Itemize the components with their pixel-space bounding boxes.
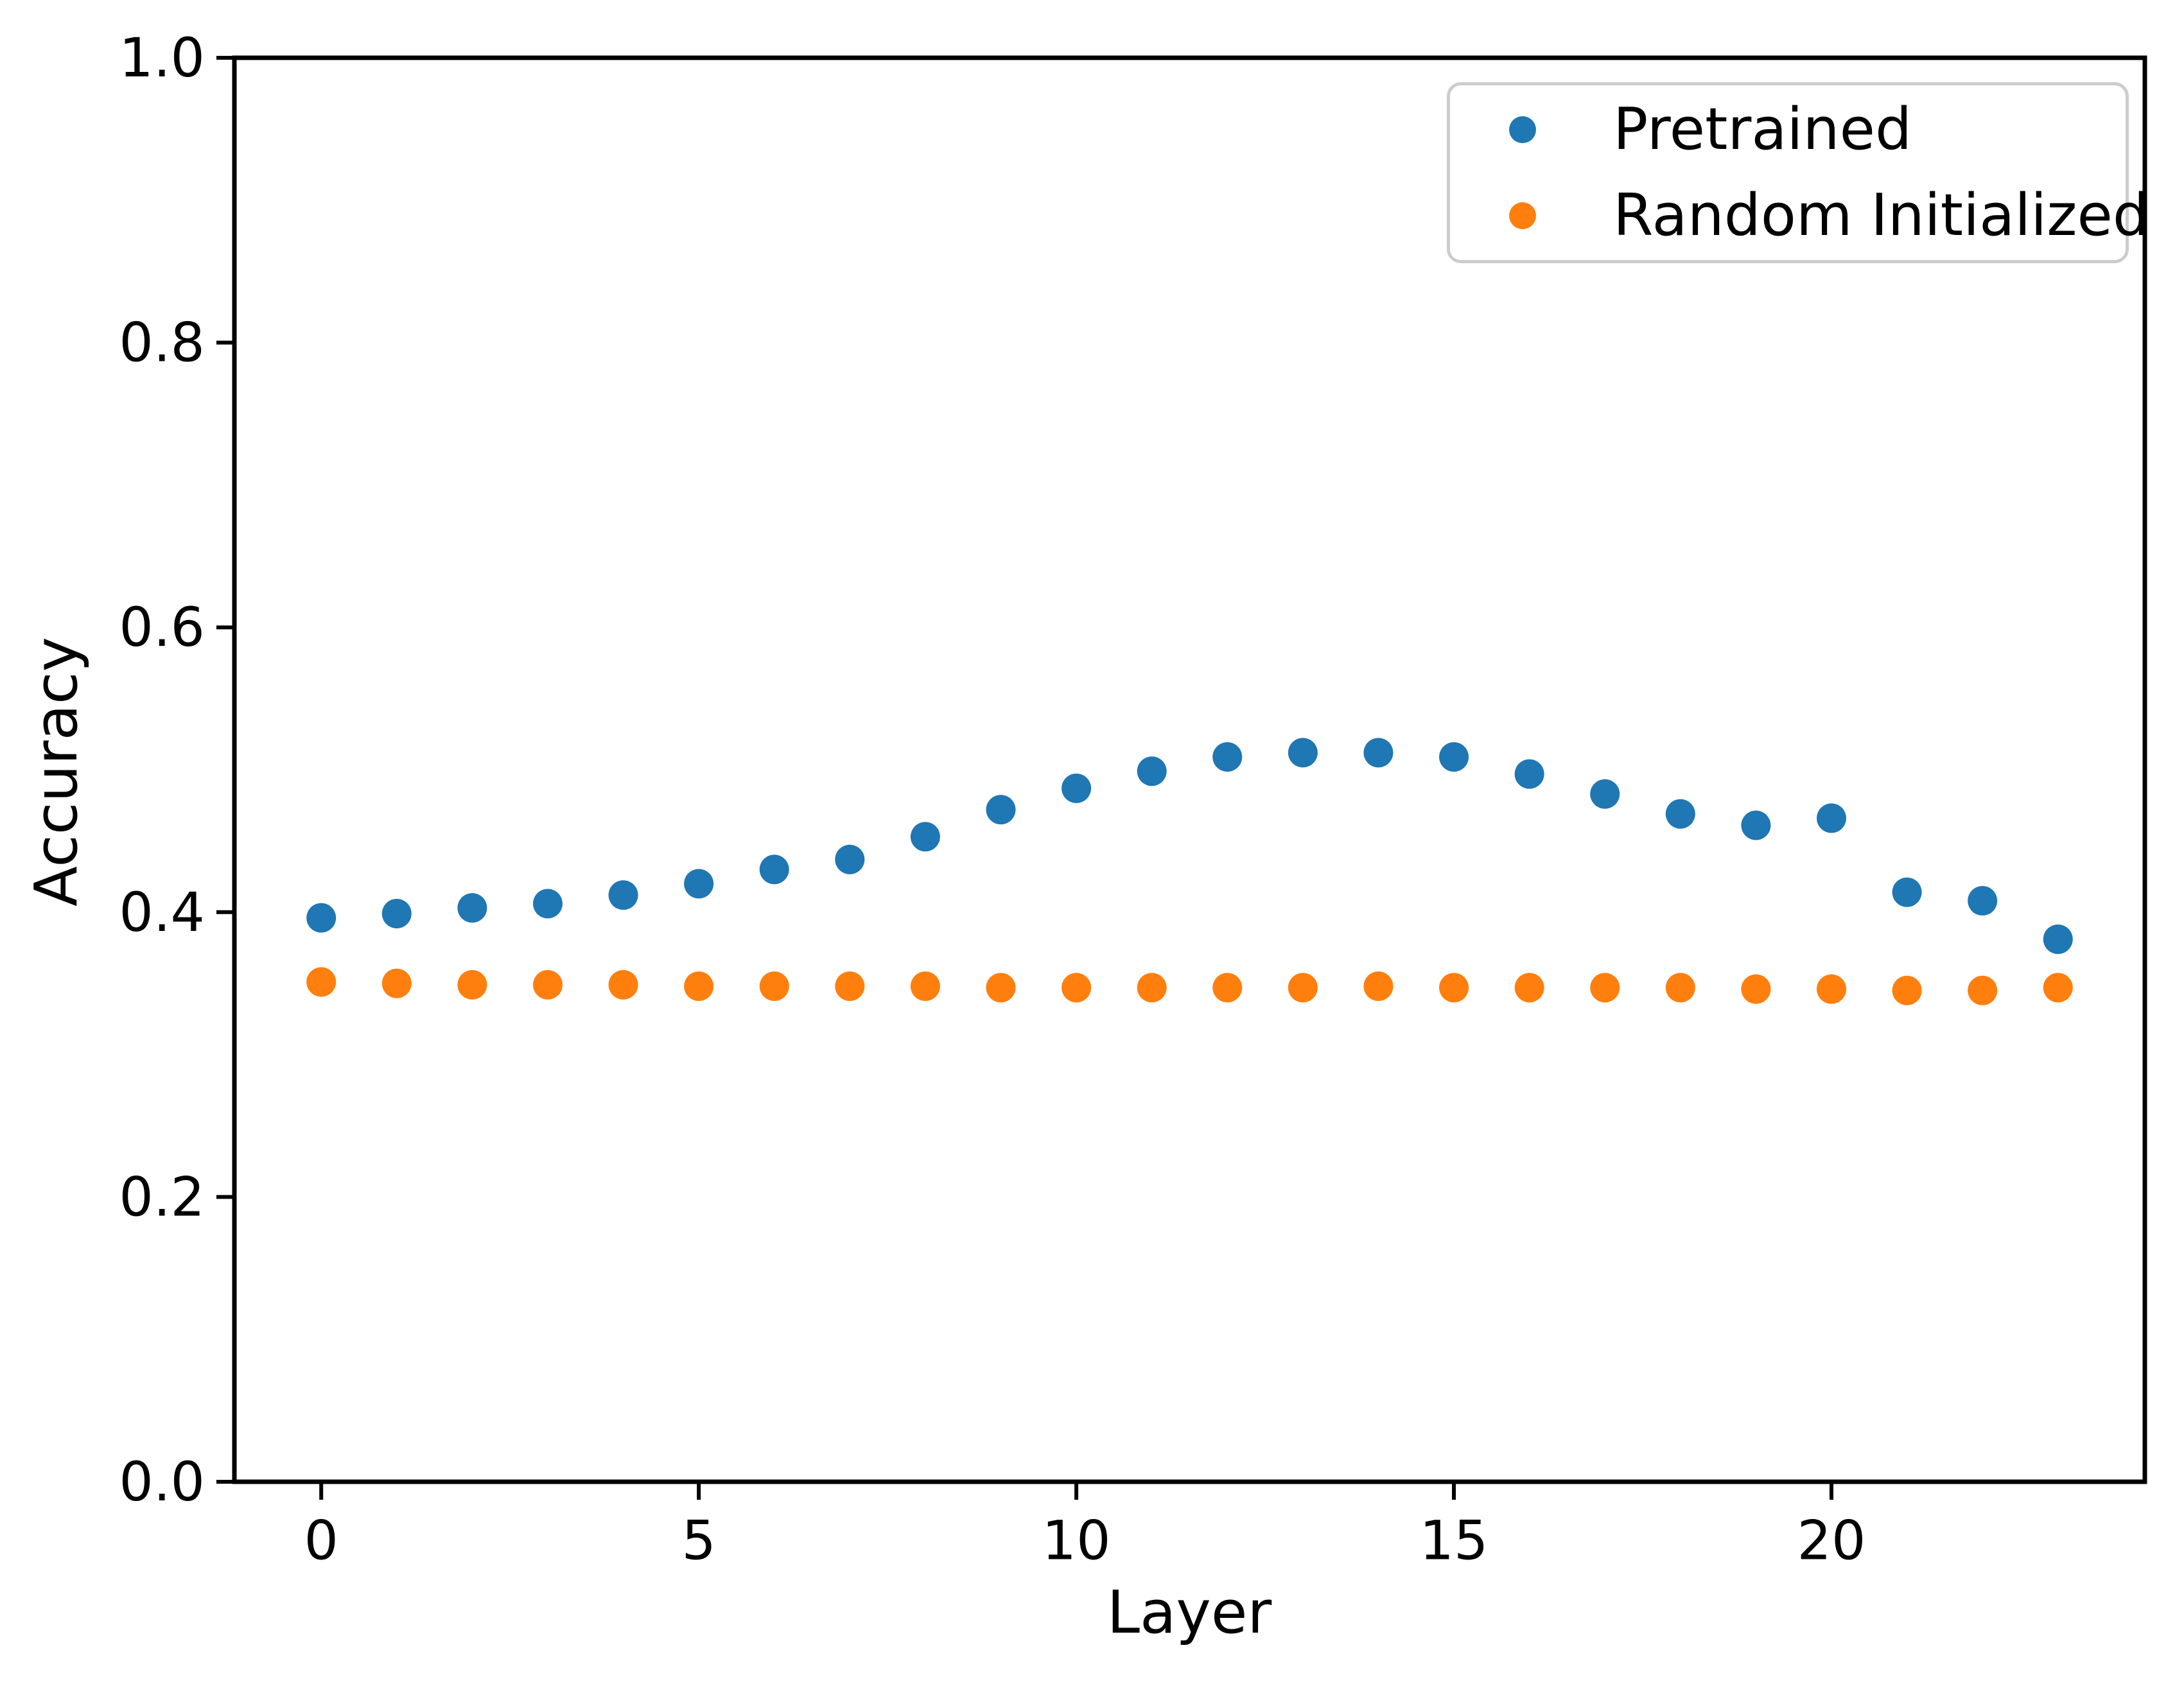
data-point-random-initialized xyxy=(759,971,789,1002)
data-point-random-initialized xyxy=(1363,971,1393,1002)
data-point-pretrained xyxy=(759,855,789,885)
data-point-pretrained xyxy=(1741,810,1771,840)
data-point-pretrained xyxy=(684,869,714,899)
data-point-pretrained xyxy=(1288,738,1318,768)
y-tick-label: 0.2 xyxy=(119,1165,205,1228)
data-point-pretrained xyxy=(457,893,487,923)
pretrained-marker-icon xyxy=(1509,116,1536,143)
data-point-pretrained xyxy=(381,899,412,929)
legend-label-random-initialized: Random Initialized xyxy=(1613,182,2150,249)
data-point-random-initialized xyxy=(1061,973,1092,1003)
data-point-pretrained xyxy=(910,822,940,852)
data-point-pretrained xyxy=(1061,773,1092,803)
data-point-random-initialized xyxy=(532,969,563,1000)
y-tick-label: 0.6 xyxy=(119,596,205,659)
data-point-random-initialized xyxy=(1590,973,1620,1003)
data-point-random-initialized xyxy=(1968,975,1998,1005)
data-point-pretrained xyxy=(1137,756,1167,786)
legend-item-pretrained: Pretrained xyxy=(1476,99,2100,161)
data-point-pretrained xyxy=(1363,738,1393,768)
data-point-random-initialized xyxy=(1665,973,1695,1003)
data-point-pretrained xyxy=(1817,803,1847,833)
x-tick-label: 0 xyxy=(304,1509,338,1572)
data-point-pretrained xyxy=(1665,799,1695,829)
data-point-pretrained xyxy=(532,889,563,919)
legend-item-random-initialized: Random Initialized xyxy=(1476,185,2149,247)
data-point-random-initialized xyxy=(381,968,412,998)
data-point-pretrained xyxy=(1590,779,1620,809)
plot-frame xyxy=(232,55,2147,1484)
data-point-random-initialized xyxy=(910,971,940,1002)
data-point-pretrained xyxy=(2043,924,2073,954)
data-point-pretrained xyxy=(1212,742,1243,772)
data-point-random-initialized xyxy=(684,971,714,1002)
y-tick-label: 1.0 xyxy=(119,26,205,89)
y-tick-label: 0.0 xyxy=(119,1450,205,1513)
x-axis-label: Layer xyxy=(1106,1578,1272,1647)
data-point-pretrained xyxy=(1514,759,1544,789)
data-point-pretrained xyxy=(986,795,1016,825)
random-initialized-marker-icon xyxy=(1509,202,1536,229)
x-tick-label: 15 xyxy=(1420,1509,1489,1572)
data-point-pretrained xyxy=(835,844,865,874)
data-point-random-initialized xyxy=(1892,975,1922,1005)
data-point-random-initialized xyxy=(306,967,336,997)
y-axis-label: Accuracy xyxy=(22,636,91,907)
data-point-pretrained xyxy=(1968,886,1998,916)
data-point-random-initialized xyxy=(457,969,487,1000)
data-point-pretrained xyxy=(1439,742,1469,772)
data-point-pretrained xyxy=(306,903,336,933)
y-tick-label: 0.8 xyxy=(119,311,205,374)
data-point-pretrained xyxy=(1892,877,1922,907)
legend-label-pretrained: Pretrained xyxy=(1613,96,1912,163)
data-point-pretrained xyxy=(608,880,638,910)
data-point-random-initialized xyxy=(2043,973,2073,1003)
data-point-random-initialized xyxy=(1288,973,1318,1003)
data-point-random-initialized xyxy=(608,969,638,1000)
data-point-random-initialized xyxy=(1741,974,1771,1004)
legend: Pretrained Random Initialized xyxy=(1447,82,2149,263)
data-point-random-initialized xyxy=(986,973,1016,1003)
data-point-random-initialized xyxy=(1212,973,1243,1003)
x-tick-label: 10 xyxy=(1042,1509,1111,1572)
x-tick-label: 20 xyxy=(1797,1509,1866,1572)
data-point-random-initialized xyxy=(835,971,865,1002)
y-tick-label: 0.4 xyxy=(119,881,205,944)
data-point-random-initialized xyxy=(1137,973,1167,1003)
data-point-random-initialized xyxy=(1817,974,1847,1004)
data-point-random-initialized xyxy=(1439,973,1469,1003)
x-tick-label: 5 xyxy=(681,1509,715,1572)
data-point-random-initialized xyxy=(1514,973,1544,1003)
